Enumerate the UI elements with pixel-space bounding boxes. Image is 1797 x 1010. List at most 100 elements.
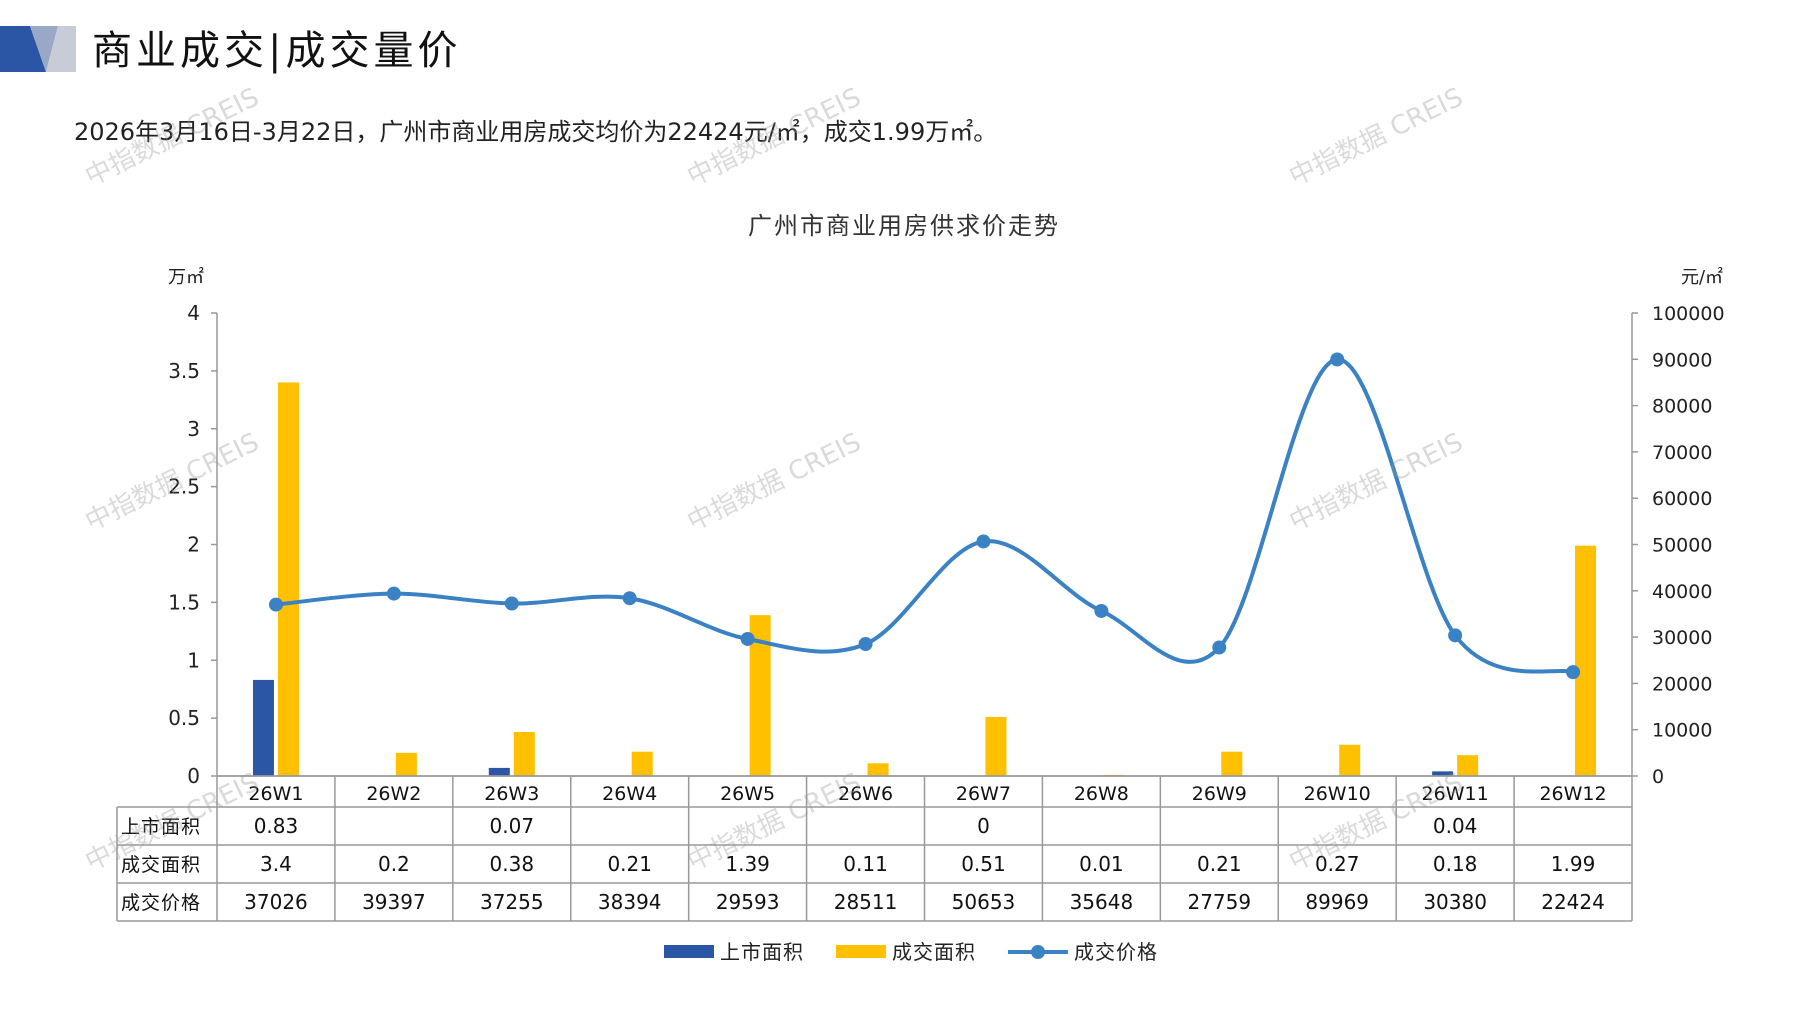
- right-axis-tick-label: 20000: [1652, 673, 1712, 695]
- data-label: 0: [977, 814, 990, 838]
- data-label: 0.18: [1433, 852, 1478, 876]
- category-label: 26W6: [838, 783, 893, 805]
- data-label: 0.51: [961, 852, 1006, 876]
- bar-成交面积: [1339, 744, 1361, 776]
- category-label: 26W1: [248, 783, 303, 805]
- right-axis-tick-label: 60000: [1652, 488, 1712, 510]
- data-label: 89969: [1305, 890, 1369, 914]
- data-label: 1.99: [1551, 852, 1596, 876]
- bar-上市面积: [252, 679, 274, 776]
- price-line: [275, 357, 1574, 675]
- data-label: 35648: [1070, 890, 1134, 914]
- left-axis-tick-label: 2: [187, 533, 200, 557]
- price-point: [740, 631, 755, 646]
- left-axis-tick-label: 0.5: [168, 706, 200, 730]
- data-label: 39397: [362, 890, 426, 914]
- left-axis-tick-label: 4: [187, 301, 200, 325]
- bar-成交面积: [631, 751, 653, 776]
- row-header: 上市面积: [121, 816, 201, 838]
- bar-成交面积: [749, 615, 771, 776]
- data-label: 0.07: [490, 814, 535, 838]
- left-axis-tick-label: 2.5: [168, 475, 200, 499]
- bar-成交面积: [1575, 545, 1597, 776]
- right-axis-tick-label: 30000: [1652, 627, 1712, 649]
- category-label: 26W5: [720, 783, 775, 805]
- category-label: 26W9: [1192, 783, 1247, 805]
- data-label: 37026: [244, 890, 308, 914]
- legend-swatch: [664, 945, 714, 958]
- bar-成交面积: [985, 716, 1007, 776]
- price-point: [1212, 640, 1227, 655]
- right-axis-tick-label: 0: [1652, 766, 1664, 788]
- left-axis-tick-label: 1.5: [168, 590, 200, 614]
- price-point: [976, 534, 991, 549]
- price-point: [504, 596, 519, 611]
- deco-shape-2: [30, 26, 58, 72]
- legend-label: 成交价格: [1074, 940, 1158, 964]
- right-axis-tick-label: 40000: [1652, 581, 1712, 603]
- data-label: 3.4: [260, 852, 292, 876]
- data-label: 0.27: [1315, 852, 1360, 876]
- category-label: 26W10: [1304, 783, 1371, 805]
- header-decoration: [0, 26, 76, 72]
- right-axis-tick-label: 10000: [1652, 720, 1712, 742]
- right-axis-tick-label: 90000: [1652, 349, 1712, 371]
- chart-title: 广州市商业用房供求价走势: [748, 212, 1060, 240]
- data-label: 28511: [834, 890, 898, 914]
- category-label: 26W8: [1074, 783, 1129, 805]
- data-label: 0.11: [843, 852, 888, 876]
- row-header: 成交面积: [121, 854, 201, 876]
- data-label: 37255: [480, 890, 544, 914]
- price-point: [386, 586, 401, 601]
- data-label: 27759: [1187, 890, 1251, 914]
- price-point: [858, 636, 873, 651]
- left-axis-tick-label: 3.5: [168, 359, 200, 383]
- right-axis-tick-label: 70000: [1652, 442, 1712, 464]
- price-point: [1330, 352, 1345, 367]
- data-label: 0.2: [378, 852, 410, 876]
- summary-text: 2026年3月16日-3月22日，广州市商业用房成交均价为22424元/㎡，成交…: [74, 118, 998, 146]
- price-point: [1566, 665, 1581, 680]
- right-axis-unit: 元/㎡: [1681, 266, 1723, 288]
- bar-成交面积: [513, 732, 535, 776]
- price-point: [268, 597, 283, 612]
- left-axis-tick-label: 0: [187, 764, 200, 788]
- right-axis-tick-label: 50000: [1652, 535, 1712, 557]
- price-point: [1094, 603, 1109, 618]
- right-axis-tick-label: 80000: [1652, 396, 1712, 418]
- data-label: 22424: [1541, 890, 1605, 914]
- deco-shape-3: [46, 26, 76, 72]
- category-label: 26W11: [1422, 783, 1489, 805]
- category-label: 26W12: [1539, 783, 1606, 805]
- price-point: [622, 591, 637, 606]
- data-label: 0.21: [607, 852, 652, 876]
- data-label: 1.39: [725, 852, 770, 876]
- deco-shape-1: [0, 26, 46, 72]
- left-axis-unit: 万㎡: [168, 266, 204, 288]
- category-label: 26W2: [366, 783, 421, 805]
- data-label: 0.01: [1079, 852, 1124, 876]
- row-header: 成交价格: [121, 892, 201, 914]
- page-title: 商业成交|成交量价: [92, 28, 462, 74]
- bar-成交面积: [1457, 755, 1479, 776]
- right-axis-tick-label: 100000: [1652, 303, 1725, 325]
- category-label: 26W4: [602, 783, 657, 805]
- left-axis-tick-label: 3: [187, 417, 200, 441]
- data-label: 30380: [1423, 890, 1487, 914]
- legend-label: 上市面积: [720, 940, 804, 964]
- category-label: 26W7: [956, 783, 1011, 805]
- data-label: 0.21: [1197, 852, 1242, 876]
- bar-上市面积: [1432, 771, 1454, 776]
- data-label: 0.04: [1433, 814, 1478, 838]
- bar-上市面积: [488, 767, 510, 776]
- data-label: 38394: [598, 890, 662, 914]
- category-label: 26W3: [484, 783, 539, 805]
- bar-成交面积: [867, 763, 889, 776]
- legend-swatch-marker: [1031, 945, 1045, 959]
- data-label: 0.83: [254, 814, 299, 838]
- data-label: 0.38: [490, 852, 535, 876]
- price-point: [1448, 628, 1463, 643]
- data-label: 29593: [716, 890, 780, 914]
- data-label: 50653: [952, 890, 1016, 914]
